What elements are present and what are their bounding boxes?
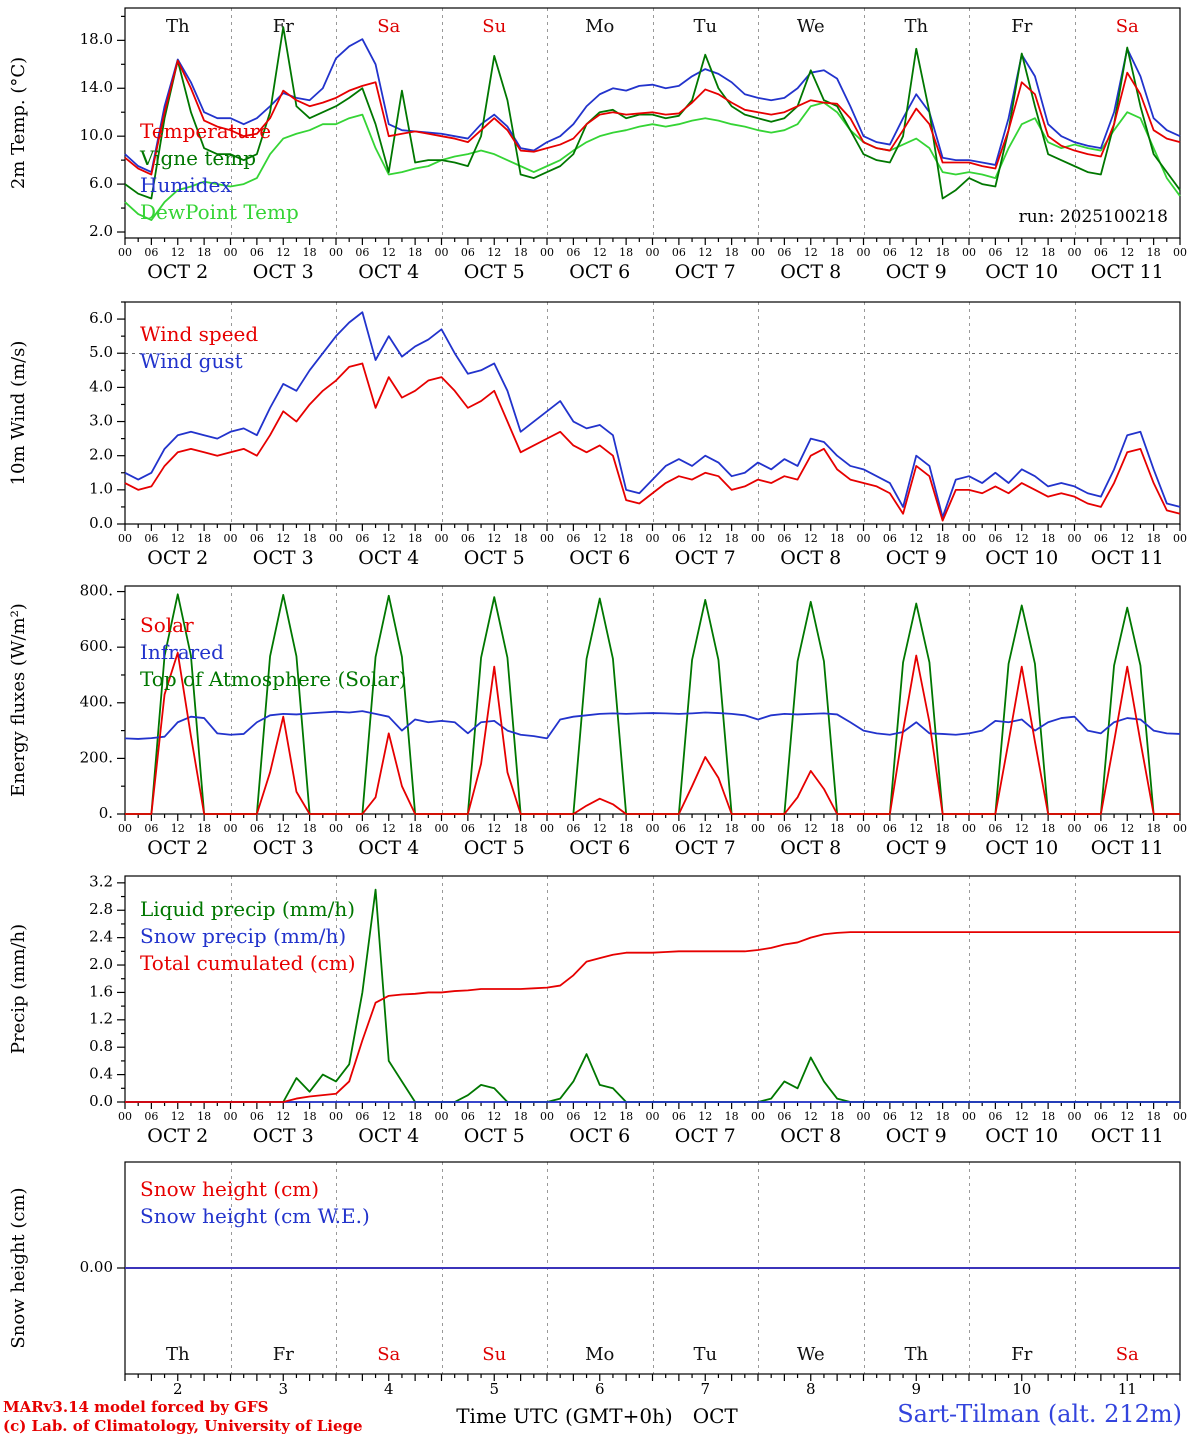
meteogram-canvas: [0, 0, 1194, 1440]
meteogram-page: MARv3.14 model forced by GFS (c) Lab. of…: [0, 0, 1194, 1440]
